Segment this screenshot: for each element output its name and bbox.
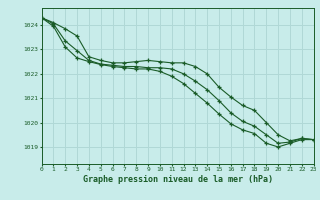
X-axis label: Graphe pression niveau de la mer (hPa): Graphe pression niveau de la mer (hPa) <box>83 175 273 184</box>
